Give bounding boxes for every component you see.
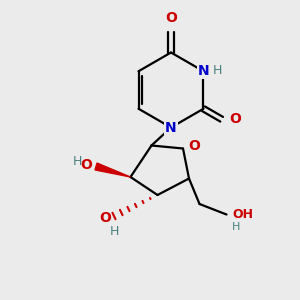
Text: O: O	[165, 11, 177, 25]
Text: N: N	[198, 64, 209, 78]
Polygon shape	[95, 163, 130, 177]
Text: N: N	[165, 121, 177, 134]
Text: H: H	[232, 222, 240, 232]
Text: H: H	[213, 64, 223, 76]
Text: O: O	[80, 158, 92, 172]
Text: H: H	[109, 225, 119, 238]
Text: H: H	[73, 155, 83, 169]
Text: O: O	[188, 139, 200, 153]
Text: O: O	[229, 112, 241, 126]
Text: OH: OH	[232, 208, 253, 221]
Text: O: O	[99, 211, 111, 224]
